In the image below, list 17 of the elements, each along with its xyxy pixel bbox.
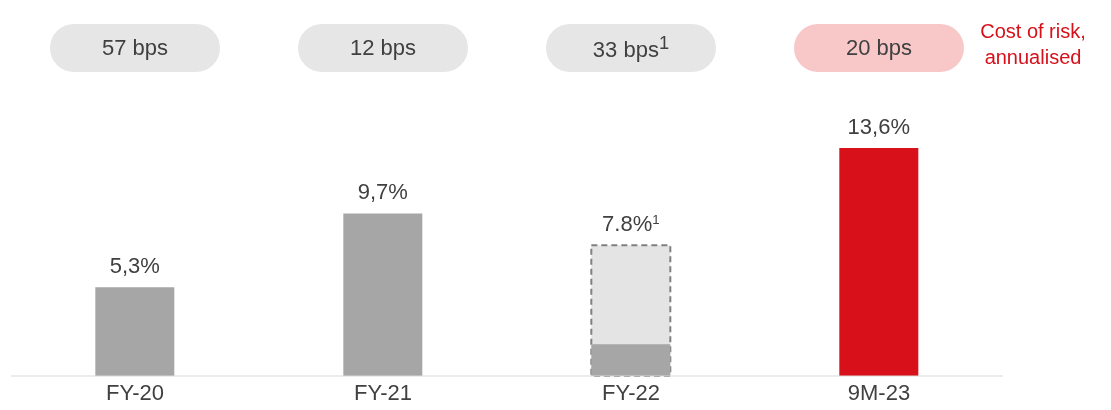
text: 12 bps bbox=[349, 35, 417, 61]
bar bbox=[839, 148, 919, 376]
bar bbox=[591, 344, 671, 376]
x-tick-label: 9M-23 bbox=[847, 379, 911, 405]
x-tick-label: FY-21 bbox=[354, 379, 412, 405]
bar bbox=[343, 213, 423, 376]
text: 33 bps$^{1}$ bbox=[592, 32, 670, 64]
x-tick-label: FY-20 bbox=[106, 379, 164, 405]
x-tick-label: FY-22 bbox=[602, 379, 660, 405]
bar bbox=[95, 287, 175, 376]
data-label: 13,6% bbox=[847, 114, 911, 139]
text: Cost of risk, annualised bbox=[980, 20, 1086, 68]
data-label: 7.8%$^{1}$ bbox=[602, 211, 660, 237]
data-label: 5,3% bbox=[109, 253, 160, 279]
data-label: 9,7% bbox=[357, 179, 408, 205]
text: 57 bps bbox=[101, 35, 169, 61]
text: 20 bps bbox=[845, 35, 913, 61]
